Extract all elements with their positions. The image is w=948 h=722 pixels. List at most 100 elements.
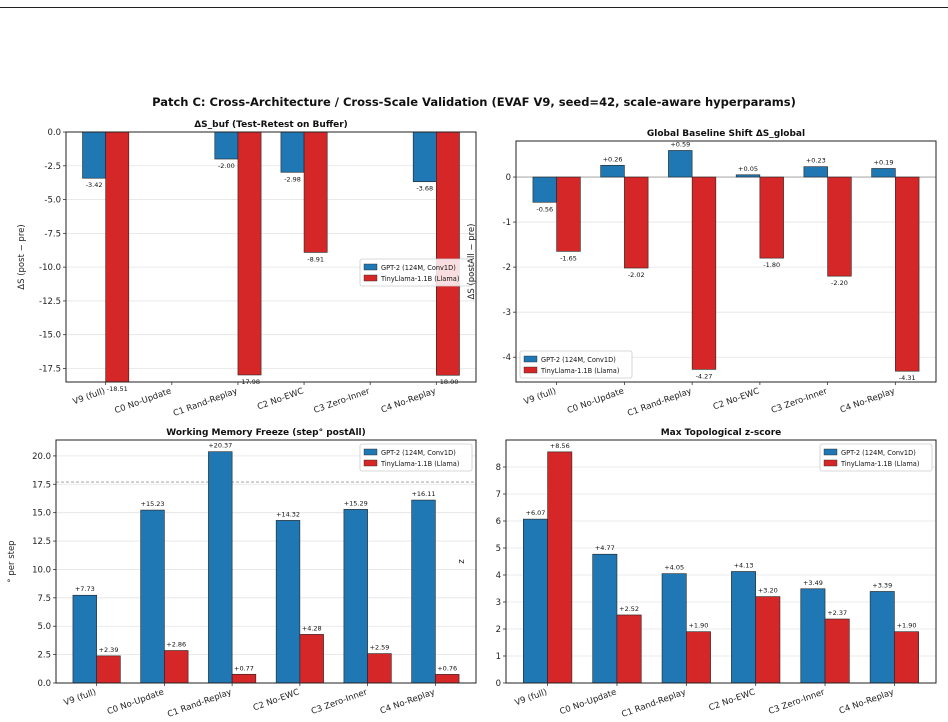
bar-gpt2 bbox=[735, 174, 761, 178]
y-tick-label: 3 bbox=[496, 598, 501, 608]
legend-box bbox=[519, 350, 633, 379]
x-tick-label: C0 No-Update bbox=[566, 386, 625, 416]
x-tick-label: C1 Rand-Replay bbox=[172, 386, 239, 419]
y-tick-label: -2 bbox=[503, 263, 511, 273]
y-tick-label: -5.0 bbox=[44, 196, 61, 206]
legend-label: TinyLlama-1.1B (Llama) bbox=[380, 275, 459, 283]
bar-gpt2 bbox=[803, 166, 828, 178]
x-tick-label: V9 (full) bbox=[514, 687, 549, 708]
y-tick-label: 7 bbox=[496, 490, 501, 500]
bar-llama bbox=[237, 131, 262, 376]
y-axis-label: z bbox=[457, 559, 467, 564]
data-label: +2.37 bbox=[827, 609, 847, 617]
data-label: +3.20 bbox=[758, 587, 778, 595]
chart-panel-2: 0 -1 -2 -3 -4 -0.56 +0.26 +0.59 +0.05 +0.23 +0.19 -… bbox=[467, 129, 937, 419]
bar-llama bbox=[824, 618, 850, 684]
bar-gpt2 bbox=[523, 518, 548, 684]
data-label: +3.49 bbox=[803, 579, 823, 587]
data-label: +3.39 bbox=[872, 581, 892, 589]
x-tick-label: C2 No-EWC bbox=[712, 386, 761, 412]
y-tick-label: 0.0 bbox=[37, 679, 51, 689]
data-label: -1.65 bbox=[560, 254, 577, 262]
legend-label: TinyLlama-1.1B (Llama) bbox=[840, 460, 919, 468]
bar-llama bbox=[691, 176, 717, 370]
data-label: +8.56 bbox=[550, 442, 570, 450]
legend-label: GPT-2 (124M, Conv1D) bbox=[381, 449, 456, 457]
bar-llama bbox=[164, 650, 189, 684]
data-label: +6.07 bbox=[526, 509, 546, 517]
bar-llama bbox=[436, 131, 460, 376]
x-tick-label: C4 No-Replay bbox=[379, 687, 437, 716]
bar-llama bbox=[895, 176, 920, 372]
y-axis-label: ΔS (postAll − pre) bbox=[467, 224, 477, 300]
legend-swatch bbox=[523, 366, 538, 374]
chart-panel-4: 0 1 2 3 4 5 6 7 8 +6.07 +4.77 +4.05 +4.13 +3.49 +3.39 +… bbox=[457, 428, 937, 720]
data-label: -2.02 bbox=[628, 271, 645, 279]
legend: GPT-2 (124M, Conv1D) TinyLlama-1.1B (Llam… bbox=[359, 258, 473, 287]
y-tick-label: 0.0 bbox=[47, 128, 61, 138]
y-tick-label: 0 bbox=[496, 679, 501, 689]
y-tick-label: 6 bbox=[496, 517, 501, 527]
data-label: +1.90 bbox=[688, 622, 708, 630]
chart-title: Max Topological z-score bbox=[661, 428, 782, 438]
data-label: +0.26 bbox=[603, 155, 623, 163]
legend-label: TinyLlama-1.1B (Llama) bbox=[540, 367, 619, 375]
figure-suptitle: Patch C: Cross-Architecture / Cross-Scal… bbox=[152, 95, 796, 109]
data-label: +2.59 bbox=[370, 644, 390, 652]
y-tick-label: 0 bbox=[506, 173, 511, 183]
data-label: +4.13 bbox=[734, 561, 754, 569]
bar-llama bbox=[303, 131, 328, 253]
x-tick-label: C3 Zero-Inner bbox=[770, 386, 829, 416]
y-axis-label: ΔS (post − pre) bbox=[17, 224, 27, 289]
y-tick-label: -4 bbox=[503, 353, 511, 363]
data-label: -8.91 bbox=[307, 255, 324, 263]
bar-gpt2 bbox=[592, 553, 618, 684]
x-tick-label: C2 No-EWC bbox=[256, 386, 305, 412]
legend: GPT-2 (124M, Conv1D) TinyLlama-1.1B (Llam… bbox=[819, 443, 933, 472]
data-label: +2.52 bbox=[619, 605, 639, 613]
data-label: +15.23 bbox=[141, 500, 165, 508]
y-tick-label: -1 bbox=[503, 218, 511, 228]
bar-llama bbox=[827, 176, 852, 277]
bar-gpt2 bbox=[82, 131, 106, 179]
x-tick-label: V9 (full) bbox=[523, 386, 558, 407]
x-tick-label: C1 Rand-Replay bbox=[166, 687, 233, 720]
data-label: -3.68 bbox=[416, 185, 433, 193]
legend-swatch bbox=[363, 459, 378, 467]
y-tick-label: -3 bbox=[503, 308, 511, 318]
legend-swatch bbox=[823, 448, 838, 456]
data-label: -2.20 bbox=[831, 279, 848, 287]
data-label: +2.86 bbox=[166, 641, 186, 649]
x-tick-label: V9 (full) bbox=[72, 386, 107, 407]
y-tick-label: -2.5 bbox=[44, 162, 61, 172]
data-label: +2.39 bbox=[99, 646, 119, 654]
y-tick-label: -12.5 bbox=[39, 297, 61, 307]
y-tick-label: 17.5 bbox=[32, 480, 51, 490]
axes-frame bbox=[65, 131, 477, 383]
data-label: -2.98 bbox=[284, 175, 301, 183]
axes-frame bbox=[515, 140, 937, 383]
bar-llama bbox=[547, 451, 573, 684]
bar-gpt2 bbox=[411, 499, 436, 684]
y-tick-label: 8 bbox=[496, 463, 501, 473]
legend: GPT-2 (124M, Conv1D) TinyLlama-1.1B (Llam… bbox=[519, 350, 633, 379]
bar-gpt2 bbox=[600, 165, 625, 178]
y-tick-label: -17.5 bbox=[39, 364, 61, 374]
bar-gpt2 bbox=[72, 594, 97, 684]
bar-llama bbox=[299, 634, 324, 684]
x-tick-label: C1 Rand-Replay bbox=[620, 687, 687, 720]
y-tick-label: 7.5 bbox=[37, 594, 51, 604]
x-tick-label: C3 Zero-Inner bbox=[310, 687, 369, 717]
data-label: +0.23 bbox=[806, 157, 826, 165]
bar-llama bbox=[435, 674, 460, 684]
x-tick-label: C0 No-Update bbox=[106, 687, 165, 717]
chart-title: ΔS_buf (Test-Retest on Buffer) bbox=[194, 120, 348, 130]
legend-swatch bbox=[363, 448, 378, 456]
y-tick-label: 4 bbox=[496, 571, 501, 581]
y-tick-label: -15.0 bbox=[39, 331, 61, 341]
bar-llama bbox=[105, 131, 130, 383]
x-tick-label: C2 No-EWC bbox=[708, 687, 757, 713]
x-tick-label: V9 (full) bbox=[63, 687, 98, 708]
chart-panel-3: 0.0 2.5 5.0 7.5 10.0 12.5 15.0 17.5 20.0 +7.73 +15… bbox=[7, 428, 477, 720]
top-rule bbox=[0, 7, 948, 8]
